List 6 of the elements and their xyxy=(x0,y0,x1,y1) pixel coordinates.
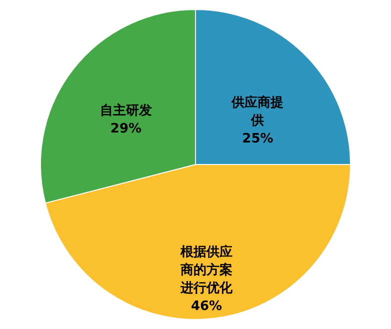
data-label: 25% xyxy=(242,131,274,146)
slice-label: 供应商提供 xyxy=(230,94,284,128)
data-label: 29% xyxy=(110,122,142,137)
slice-label: 自主研发 xyxy=(100,102,152,119)
slice-label: 根据供应商的方案进行优化 xyxy=(180,244,234,296)
data-label: 46% xyxy=(190,298,222,314)
